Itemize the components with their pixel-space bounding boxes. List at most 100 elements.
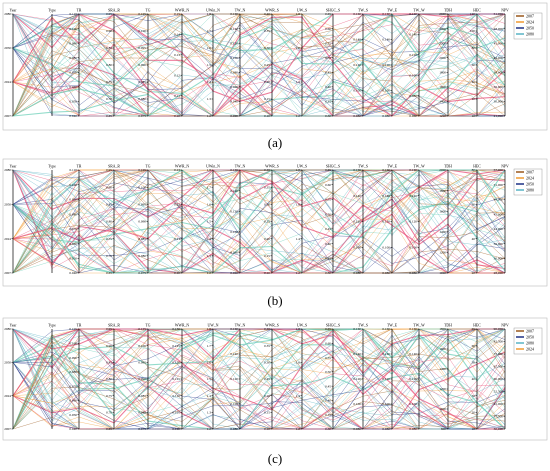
tick-label: 0.080 <box>138 254 146 258</box>
tick-label: 10 <box>472 427 476 431</box>
axis-title: UW_S <box>297 165 307 169</box>
axis-tw-e: TW_E0.160 0.140 0.120 0.100 0.080 <box>382 9 397 119</box>
tick-label: 0.160 <box>230 327 238 331</box>
tick-label: 1.6 <box>207 46 212 50</box>
legend-label: 2024 <box>526 19 534 24</box>
tick-label: 0.90 <box>106 344 112 348</box>
tick-label: 0.110 <box>172 394 180 398</box>
axis-uwin-n: UWin_N1.8 1.7 1.6 1.5 1.4 1.3 1.2 <box>206 165 220 276</box>
tick-label: 1800 <box>439 327 446 331</box>
axis-title: NPV <box>501 165 509 169</box>
axis-tg: TG0.105 0.100 0.095 0.090 0.085 0.080 0.075 <box>138 165 150 276</box>
tick-label: 1200 <box>439 114 446 118</box>
tick-label: 42,000 <box>494 56 504 61</box>
tick-label: 40 <box>472 80 476 84</box>
axis-title: TW_S <box>358 165 368 169</box>
tick-label: 0.120 <box>353 220 361 224</box>
tick-label: 0.080 <box>138 97 146 101</box>
tick-label: 0.25 <box>264 220 270 224</box>
axis-tw-s: TW_S0.160 0.140 0.120 0.100 0.080 <box>353 165 368 276</box>
tick-label: 0.090 <box>69 41 77 45</box>
tick-label: 0.120 <box>353 63 361 67</box>
tick-label: 28,000 <box>494 271 504 276</box>
tick-label: 0.100 <box>382 89 390 93</box>
tick-label: 1.7 <box>207 29 212 33</box>
axis-title: TW_N <box>235 165 246 169</box>
tick-label: 2050 <box>4 361 11 365</box>
tick-label: 45,000 <box>494 212 504 217</box>
tick-label: 0.100 <box>138 185 146 189</box>
tick-label: 0.10 <box>264 427 270 431</box>
axis-title: TW_W <box>413 9 425 13</box>
polyline-bundle <box>12 13 506 117</box>
tick-label: 0.15 <box>264 254 270 258</box>
axis-tw-s: TW_S0.160 0.140 0.120 0.100 0.080 <box>353 9 368 119</box>
tick-label: 0.140 <box>409 194 417 198</box>
tick-label: 1.5 <box>207 63 212 67</box>
tick-label: 0.080 <box>409 427 417 431</box>
axis-title: TW_N <box>235 324 246 328</box>
tick-label: 0.060 <box>69 399 77 403</box>
tick-label: 0.100 <box>353 402 361 406</box>
tick-label: 0.90 <box>106 185 112 189</box>
tick-label: 0.160 <box>409 12 417 16</box>
tick-label: 1.8 <box>207 327 212 331</box>
axis-title: Type <box>48 324 56 328</box>
tick-label: 0.080 <box>382 271 390 275</box>
tick-label: 0.120 <box>409 53 417 57</box>
tick-label: 0.105 <box>138 327 146 331</box>
axis-title: TG <box>145 165 150 169</box>
axis-tw-s: TW_S0.160 0.140 0.120 0.100 0.080 <box>353 324 368 432</box>
tick-label: 2080 <box>4 327 11 331</box>
tick-label: 0.080 <box>69 56 77 60</box>
tick-label: 1.8 <box>296 12 301 16</box>
tick-label: 0.105 <box>172 411 180 415</box>
tick-label: 0.15 <box>174 12 180 16</box>
legend-label: 2007 <box>526 169 534 174</box>
tick-label: 1.6 <box>296 46 301 50</box>
axis-title: UWin_N <box>206 9 220 13</box>
tick-label: 0.090 <box>69 198 77 202</box>
tick-label: 0.120 <box>409 220 417 224</box>
axis-title: TW_S <box>358 9 368 13</box>
axis-title: TR <box>77 324 82 328</box>
tick-label: 0.14 <box>174 33 180 37</box>
tick-label: 0.160 <box>382 327 390 331</box>
tick-label: 0.30 <box>264 46 270 50</box>
axis-title: TW_S <box>358 324 368 328</box>
tick-label: 0.060 <box>69 242 77 246</box>
tick-label: 0.13 <box>174 168 180 172</box>
axis-tw-w: TW_W0.160 0.140 0.120 0.100 0.080 0.060 <box>409 9 425 119</box>
tick-label: 0.140 <box>382 38 390 42</box>
tick-label: 2000 <box>439 168 446 172</box>
tick-label: 0.050 <box>69 413 77 417</box>
tick-label: 0.40 <box>264 168 270 172</box>
legend-label: 2050 <box>526 334 534 339</box>
axis-wwr-s: WWR_S0.40 0.35 0.30 0.25 0.20 0.15 0.10 <box>264 165 279 276</box>
panel-label: (c) <box>268 451 282 466</box>
tick-label: 800 <box>441 427 446 431</box>
tick-label: 0.60 <box>325 27 331 31</box>
tick-label: 1.3 <box>207 411 212 415</box>
tick-label: 60 <box>472 63 476 67</box>
tick-label: 0.140 <box>353 352 361 356</box>
tick-label: 0.080 <box>409 94 417 98</box>
axis-tw-e: TW_E0.160 0.140 0.120 0.100 0.080 <box>382 165 397 276</box>
axis-type: Type <box>48 9 56 116</box>
tick-label: 0.11 <box>174 94 180 98</box>
axis-title: UWin_N <box>206 165 220 169</box>
tick-label: 1.8 <box>296 168 301 172</box>
tick-label: 36,000 <box>494 85 504 90</box>
panel-frame <box>2 158 548 287</box>
tick-label: 0.080 <box>69 370 77 374</box>
tick-label: 80 <box>472 46 476 50</box>
axis-uw-s: UW_S1.8 1.6 1.4 1.2 <box>296 165 307 276</box>
tick-label: 0.120 <box>409 377 417 381</box>
tick-label: 0.20 <box>264 394 270 398</box>
legend-label: 2024 <box>526 346 534 351</box>
